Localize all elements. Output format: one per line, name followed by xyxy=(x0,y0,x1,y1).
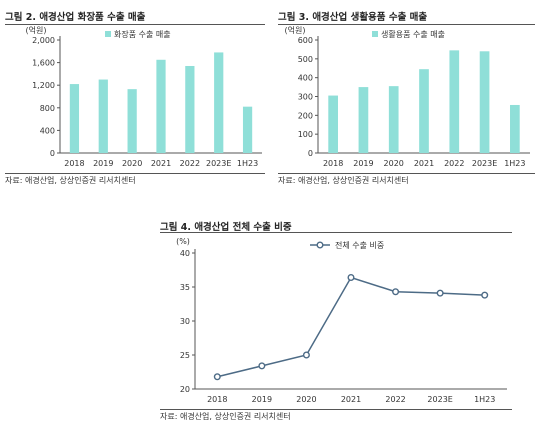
chart-3-x-tick-label: 2019 xyxy=(353,159,373,168)
chart-2-unit-label: (억원) xyxy=(26,25,47,35)
chart-3-x-tick-label: 2021 xyxy=(414,159,434,168)
chart-4-data-point xyxy=(258,362,266,370)
chart-2-bar xyxy=(156,59,166,153)
chart-2-x-tick-label: 2020 xyxy=(122,159,142,168)
chart-3-x-tick-label: 2018 xyxy=(323,159,343,168)
chart-2-x-tick-label: 2021 xyxy=(151,159,171,168)
figure-3-bottom-rule xyxy=(278,173,535,174)
chart-3-legend-swatch xyxy=(372,31,378,37)
figure-4-top-rule xyxy=(160,232,512,233)
chart-2-bar xyxy=(69,84,80,153)
figure-4-title: 그림 4. 애경산업 전체 수출 비중 xyxy=(160,222,292,233)
chart-2-bar xyxy=(214,52,224,153)
chart-4-data-point xyxy=(213,373,221,381)
chart-4-data-point xyxy=(302,351,310,359)
chart-4-data-point xyxy=(347,273,355,281)
chart-4-data-point xyxy=(436,289,444,297)
chart-3-bar xyxy=(449,50,460,153)
figure-4-chart: (%) 20 25 30 35 40 2018 2019 2020 2021 2022 2023E 1H… xyxy=(176,237,507,404)
chart-4-x-tick-label: 1H23 xyxy=(474,395,495,404)
chart-2-y-tick-label: 1,600 xyxy=(32,59,55,68)
chart-4-x-tick-label: 2023E xyxy=(427,395,452,404)
chart-2-x-tick-label: 1H23 xyxy=(237,159,258,168)
chart-2-y-tick-label: 400 xyxy=(40,126,55,135)
chart-3-bar xyxy=(479,51,490,153)
figure-2-title: 그림 2. 애경산업 화장품 수출 매출 xyxy=(5,12,146,23)
chart-2-x-tick-label: 2023E xyxy=(206,159,231,168)
chart-3-bar xyxy=(358,87,369,153)
figure-3-top-rule xyxy=(278,24,535,25)
figure-2-source: 자료: 애경산업, 상상인증권 리서치센터 xyxy=(5,176,136,185)
chart-3-y-tick-label: 400 xyxy=(298,74,313,83)
chart-3-legend-label: 생활용품 수출 매출 xyxy=(381,29,445,39)
chart-4-x-tick-label: 2019 xyxy=(252,395,272,404)
chart-2-x-tick-label: 2019 xyxy=(93,159,113,168)
chart-4-data-point xyxy=(392,288,400,296)
chart-4-legend-marker xyxy=(316,241,324,249)
chart-3-y-tick-label: 0 xyxy=(308,149,313,158)
chart-2-y-tick-label: 800 xyxy=(40,104,55,113)
chart-3-y-tick-label: 500 xyxy=(298,55,313,64)
figure-4-source: 자료: 애경산업, 상상인증권 리서치센터 xyxy=(160,412,291,421)
chart-3-y-tick-label: 200 xyxy=(298,111,313,120)
chart-4-unit-label: (%) xyxy=(176,237,190,246)
chart-3-y-tick-label: 600 xyxy=(298,36,313,45)
chart-2-bar xyxy=(185,65,195,153)
chart-2-y-tick-label: 1,200 xyxy=(32,81,55,90)
figure-2-top-rule xyxy=(5,24,265,25)
chart-2-y-tick-label: 0 xyxy=(50,149,55,158)
chart-3-x-tick-label: 2020 xyxy=(384,159,404,168)
chart-2-x-tick-label: 2022 xyxy=(180,159,200,168)
chart-3-y-tick-label: 100 xyxy=(298,130,313,139)
chart-4-legend-label: 전체 수출 비중 xyxy=(335,240,384,250)
figure-4-bottom-rule xyxy=(160,409,512,410)
chart-2-bar xyxy=(127,89,137,153)
figure-3-chart: (억원) 0 100 200 300 400 500 600 2018 2019 2020 2021 2… xyxy=(285,25,530,168)
figure-3-title: 그림 3. 애경산업 생활용품 수출 매출 xyxy=(278,12,428,23)
chart-4-y-tick-label: 40 xyxy=(180,249,190,258)
chart-3-bar xyxy=(419,69,429,153)
chart-2-legend-swatch xyxy=(105,31,111,37)
chart-2-legend-label: 화장품 수출 매출 xyxy=(114,29,171,39)
chart-4-y-tick-label: 20 xyxy=(180,385,190,394)
chart-2-bar xyxy=(242,106,253,153)
chart-4-data-point xyxy=(481,291,489,299)
chart-3-bar xyxy=(388,86,399,153)
chart-2-x-tick-label: 2018 xyxy=(64,159,84,168)
chart-4-series-line xyxy=(217,276,485,378)
chart-3-x-tick-label: 2023E xyxy=(472,159,497,168)
chart-4-x-tick-label: 2018 xyxy=(207,395,227,404)
chart-3-x-tick-label: 1H23 xyxy=(504,159,525,168)
chart-2-bar xyxy=(98,79,108,153)
chart-3-y-tick-label: 300 xyxy=(298,93,313,102)
chart-2-y-tick-label: 2,000 xyxy=(32,36,55,45)
chart-4-x-tick-label: 2020 xyxy=(296,395,316,404)
chart-4-y-tick-label: 25 xyxy=(180,351,190,360)
chart-3-bar xyxy=(328,95,338,153)
figure-2-bottom-rule xyxy=(5,173,265,174)
figure-3-source: 자료: 애경산업, 상상인증권 리서치센터 xyxy=(278,176,409,185)
chart-3-x-tick-label: 2022 xyxy=(444,159,464,168)
figure-2-chart: (억원) 0 400 800 1,200 1,600 2,000 2018 2019 2020 20… xyxy=(26,25,262,168)
chart-4-y-tick-label: 30 xyxy=(180,317,190,326)
chart-4-x-tick-label: 2022 xyxy=(385,395,405,404)
chart-4-x-tick-label: 2021 xyxy=(341,395,361,404)
chart-3-bar xyxy=(510,104,520,153)
chart-3-unit-label: (억원) xyxy=(285,25,306,35)
chart-4-y-tick-label: 35 xyxy=(180,283,190,292)
